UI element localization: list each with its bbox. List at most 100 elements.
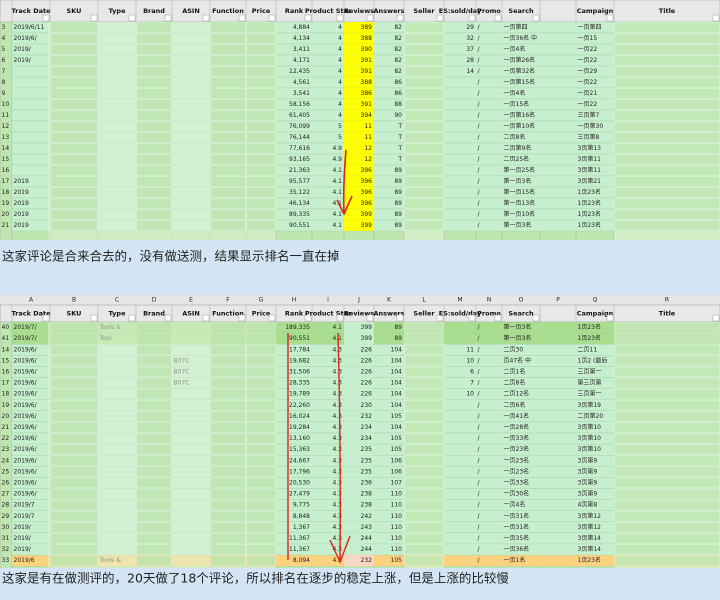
row-number: 30 [2, 524, 10, 531]
cell-text: / [478, 46, 481, 53]
reviews-cell-bg [344, 510, 374, 522]
cell-text: / [478, 457, 481, 464]
cell-text: 3页第9 [578, 456, 598, 464]
red-arrow [336, 149, 353, 216]
row-number: 29 [2, 513, 10, 520]
cell-text: 4,884 [293, 24, 310, 31]
cell-text: 3页第10 [578, 434, 602, 442]
cell-text: 第一页13名 [504, 199, 536, 207]
cell-text: 3页第9 [578, 467, 598, 475]
cell-text: 4 [338, 68, 342, 75]
cell-text: 一页33名 [504, 478, 530, 486]
column-letter: P [556, 297, 560, 304]
column-header: Rank [285, 310, 304, 318]
reviews-cell-bg [344, 388, 374, 400]
cell-text: 391 [361, 57, 373, 64]
reviews-cell-bg [344, 410, 374, 422]
cell-text: 二页1名 [504, 367, 526, 375]
column-header: Campaign [577, 310, 614, 318]
row-number: 4 [2, 35, 6, 42]
cell-text: 页47名 中 [504, 356, 532, 364]
cell-text: 17,784 [289, 346, 310, 353]
cell-text: 226 [361, 380, 373, 387]
cell-text: 14 [466, 68, 474, 75]
filter-button [304, 314, 312, 322]
column-header: Answers [373, 310, 404, 318]
cell-text: 189,335 [285, 324, 310, 331]
cell-text: 12,435 [289, 68, 310, 75]
cell-text: 10 [466, 357, 474, 364]
cell-text: 1页23名 [578, 199, 601, 207]
row-number: 24 [2, 457, 10, 464]
row-number: 14 [2, 145, 10, 152]
cell-text: 396 [361, 178, 373, 185]
reviews-cell-bg [344, 421, 374, 433]
row-number: 20 [2, 413, 10, 420]
cell-text: 3页第14 [578, 534, 602, 542]
cell-text: 3页第12 [578, 512, 602, 520]
cell-text: 104 [391, 346, 403, 353]
cell-text: / [478, 368, 481, 375]
cell-text: 76,144 [289, 134, 310, 141]
cell-text: 2019/6/ [14, 435, 38, 442]
cell-text: 2019/7 [14, 513, 35, 520]
cell-text: 61,405 [289, 112, 310, 119]
cell-text: 2019/ [14, 46, 32, 53]
reviews-cell-bg [344, 176, 374, 187]
column-header: Type [109, 310, 127, 318]
privacy-blur [404, 322, 444, 568]
reviews-cell-bg [344, 355, 374, 367]
cell-text: 3页第19 [578, 401, 602, 409]
cell-text: 3页第10 [578, 445, 602, 453]
cell-text: 一页1名 [504, 556, 526, 564]
cell-text: 4.3 [332, 391, 342, 398]
cell-text: 2019/7/ [14, 335, 38, 342]
filter-button [494, 314, 502, 322]
cell-text: 106 [391, 468, 403, 475]
filter-button [606, 14, 614, 22]
reviews-cell-bg [344, 77, 374, 88]
cell-text: 389 [361, 24, 373, 31]
cell-text: 10 [466, 391, 474, 398]
column-header: Search [508, 7, 534, 15]
cell-text: 3页第10 [578, 423, 602, 431]
cell-text: 4.1 [332, 200, 342, 207]
cell-text: / [478, 145, 481, 152]
reviews-cell-bg [344, 198, 374, 209]
row-number: 17 [2, 380, 10, 387]
column-header: Title [659, 7, 676, 15]
cell-text: 一页22 [578, 79, 598, 86]
cell-text: 386 [361, 90, 373, 97]
cell-text: 二页25名 [504, 155, 530, 163]
cell-text: 235 [361, 457, 373, 464]
cell-text: 19,789 [289, 391, 310, 398]
cell-text: 2019/ [14, 535, 32, 542]
cell-text: 一页31名 [504, 512, 530, 520]
cell-text: 1页23名 [578, 556, 601, 564]
cell-text: / [478, 413, 481, 420]
cell-text: 4.1 [332, 178, 342, 185]
column-letter: E [189, 297, 193, 304]
row-number: 17 [2, 178, 10, 185]
cell-text: 2019/6/ [14, 457, 38, 464]
cell-text: 1页23名 [578, 188, 601, 196]
cell-text: / [478, 222, 481, 229]
filter-button [436, 14, 444, 22]
cell-text: 一页33名 [504, 434, 530, 442]
cell-text: 27,479 [289, 491, 310, 498]
cell-text: 4,134 [293, 35, 310, 42]
cell-text: / [478, 200, 481, 207]
cell-text: 230 [361, 402, 373, 409]
filter-button [238, 14, 246, 22]
filter-button [268, 14, 276, 22]
cell-text: 399 [361, 222, 373, 229]
cell-text: 11,367 [289, 535, 310, 542]
cell-text: 4.1 [332, 222, 342, 229]
cell-text: 391 [361, 101, 373, 108]
cell-text: 第三页第 [578, 379, 602, 387]
cell-text: 4 [338, 35, 342, 42]
cell-text: / [478, 90, 481, 97]
cell-text: 一页36名 中 [504, 34, 538, 42]
column-header: Campaign [577, 7, 614, 15]
cell-text: 2019/ [14, 57, 32, 64]
